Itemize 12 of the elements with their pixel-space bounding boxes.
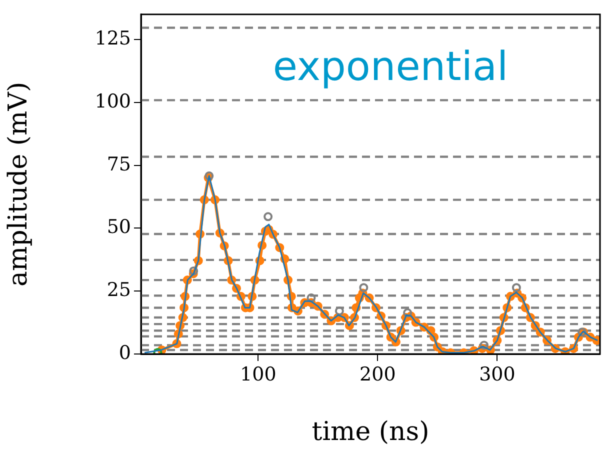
y-tick-label: 0 — [118, 342, 131, 364]
y-axis-title: amplitude (mV) — [3, 82, 34, 287]
x-axis-title: time (ns) — [312, 417, 430, 448]
x-tick-label: 100 — [240, 363, 276, 386]
y-tick-label: 25 — [106, 279, 131, 302]
y-tick-label: 50 — [106, 216, 131, 238]
y-tick-label: 100 — [94, 90, 131, 112]
annotation: exponential — [272, 44, 508, 90]
y-tick-label: 75 — [106, 153, 131, 176]
x-tick-label: 300 — [479, 363, 516, 386]
y-tick-label: 125 — [94, 27, 131, 50]
x-tick-label: 200 — [360, 363, 396, 386]
